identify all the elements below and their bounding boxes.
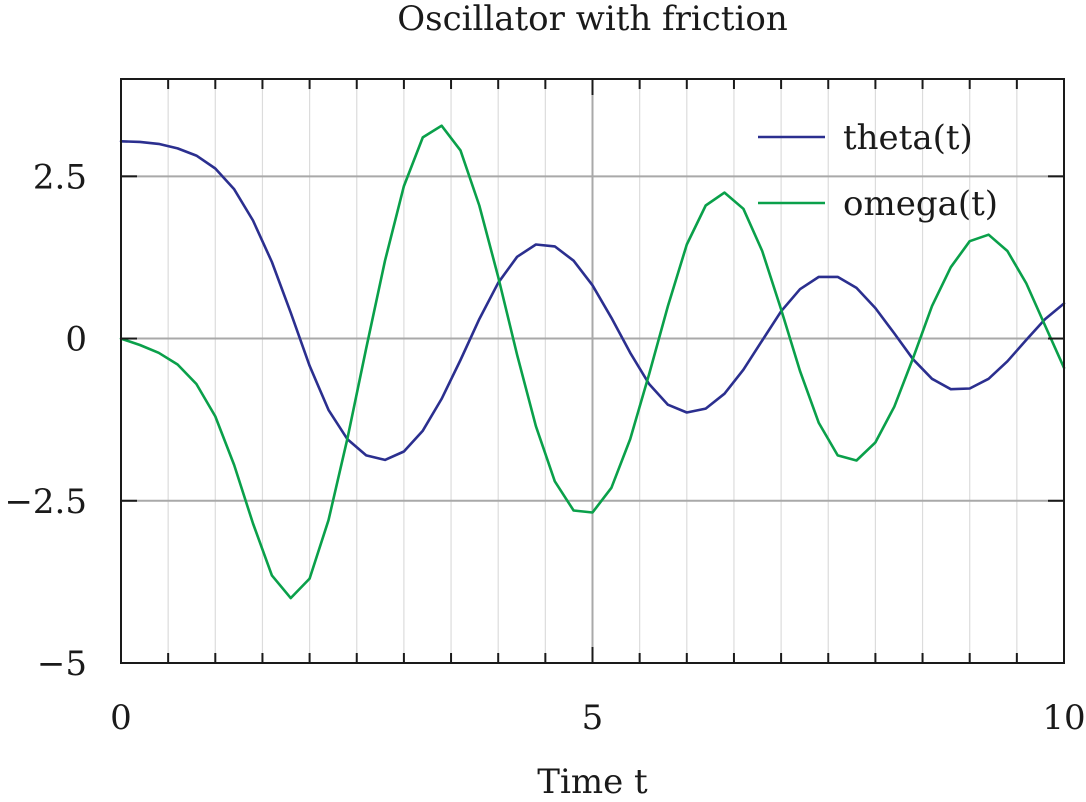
x-tick-label: 5 — [582, 698, 604, 738]
x-tick-label: 0 — [110, 698, 132, 738]
series-line-2 — [119, 124, 1066, 600]
legend-label: omega(t) — [843, 184, 998, 224]
y-tick-label: 2.5 — [33, 157, 87, 197]
series-lines — [119, 124, 1066, 600]
y-tick-label: −2.5 — [4, 482, 87, 522]
axis-ticks: −5 −2.5 0 2.5 0 5 10 — [4, 79, 1086, 738]
x-tick-label: 10 — [1042, 698, 1085, 738]
y-tick-label: 0 — [65, 320, 87, 360]
y-tick-label: −5 — [37, 644, 87, 684]
legend-label: theta(t) — [843, 118, 973, 158]
legend: theta(t) omega(t) — [758, 118, 998, 224]
chart-title: Oscillator with friction — [397, 0, 787, 39]
series-line-1 — [119, 140, 1066, 462]
x-axis-label: Time t — [537, 762, 648, 798]
grid-lines — [121, 79, 1064, 663]
